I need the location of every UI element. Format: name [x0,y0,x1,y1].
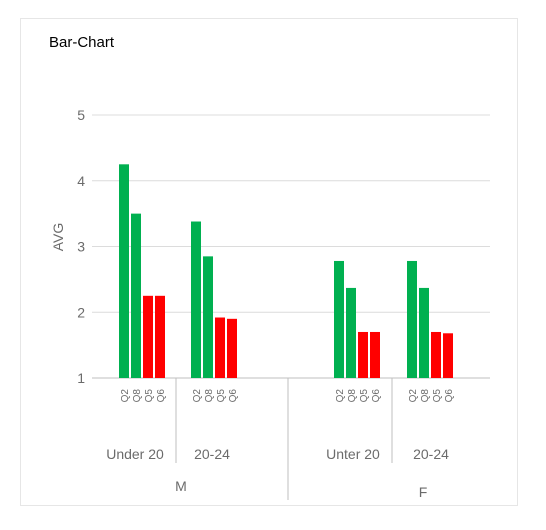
subgroup-label: Unter 20 [326,446,380,462]
group-label: M [175,478,187,494]
bar-f-2-q8 [419,287,429,378]
y-tick-label: 5 [77,107,85,123]
bar-m-2-q5 [215,317,225,378]
subgroup-label: 20-24 [413,446,449,462]
bar-m-2-q8 [203,256,213,378]
bar-f-1-q2 [334,260,344,378]
bar-f-2-q6 [443,333,453,378]
y-axis-label: AVG [50,223,66,252]
chart-card [20,18,518,506]
y-tick-label: 2 [77,304,85,320]
bar-m-2-q6 [227,318,237,378]
x-tick-label: Q8 [347,389,358,403]
x-tick-label: Q5 [216,389,227,403]
bar-f-1-q5 [358,331,368,378]
x-tick-label: Q6 [444,389,455,403]
chart-title: Bar-Chart [49,34,115,51]
bar-m-1-q2 [119,164,129,378]
bar-m-2-q2 [191,221,201,378]
subgroup-label: 20-24 [194,446,230,462]
x-tick-label: Q6 [371,389,382,403]
bar-f-2-q2 [407,260,417,378]
x-tick-label: Q6 [156,389,167,403]
x-tick-label: Q5 [359,389,370,403]
y-tick-label: 3 [77,239,85,255]
bar-f-1-q8 [346,287,356,378]
x-tick-label: Q2 [192,389,203,403]
y-tick-label: 1 [77,370,85,386]
x-tick-label: Q5 [432,389,443,403]
bar-m-1-q6 [155,295,165,378]
x-tick-label: Q8 [204,389,215,403]
x-tick-label: Q8 [420,389,431,403]
x-tick-label: Q2 [408,389,419,403]
bar-m-1-q8 [131,213,141,378]
x-tick-label: Q2 [335,389,346,403]
x-tick-label: Q2 [120,389,131,403]
x-tick-label: Q5 [144,389,155,403]
bar-m-1-q5 [143,295,153,378]
group-label: F [419,484,428,500]
x-tick-label: Q8 [132,389,143,403]
y-tick-label: 4 [77,173,85,189]
bar-f-1-q6 [370,331,380,378]
bar-f-2-q5 [431,331,441,378]
x-tick-label: Q6 [228,389,239,403]
subgroup-label: Under 20 [106,446,164,462]
